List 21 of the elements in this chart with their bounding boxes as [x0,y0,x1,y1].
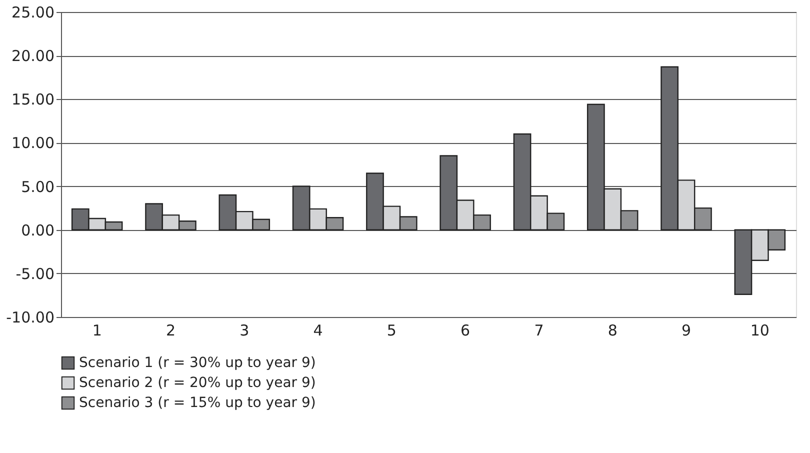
y-tick-label: 0.00 [21,221,54,240]
y-tick-label: 15.00 [12,90,54,109]
legend-label: Scenario 3 (r = 15% up to year 9) [79,395,316,411]
y-tick-label: 5.00 [21,178,54,196]
x-tick-label: 9 [681,322,692,340]
y-tick-label: 10.00 [12,134,54,152]
x-tick-label: 1 [92,322,102,340]
x-tick-label: 3 [240,322,250,340]
x-tick-label: 10 [750,322,770,340]
y-tick-label: 20.00 [12,47,54,66]
legend-label: Scenario 1 (r = 30% up to year 9) [79,355,316,371]
x-tick-label: 4 [313,322,323,340]
y-tick-label: -10.00 [6,308,54,326]
y-tick-label: 25.00 [12,4,54,22]
y-tick-label: -5.00 [16,264,54,283]
x-tick-label: 5 [386,322,396,340]
x-tick-label: 2 [166,322,176,340]
x-tick-label: 8 [608,322,618,340]
x-tick-label: 7 [534,322,544,340]
x-tick-label: 6 [460,322,470,340]
legend-label: Scenario 2 (r = 20% up to year 9) [79,375,316,391]
